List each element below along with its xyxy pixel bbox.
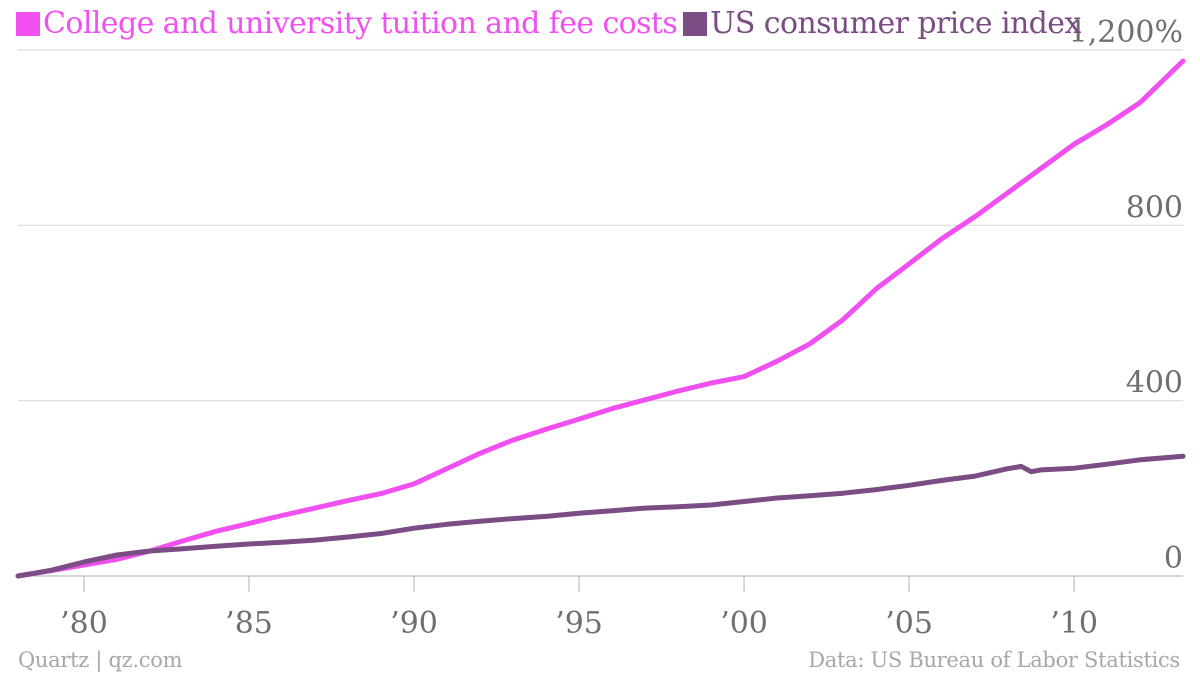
x-axis-ticks: ’80 ’85 ’90 ’95 ’00 ’05 ’10 [60, 576, 1098, 641]
y-tick-label: 400 [1126, 366, 1183, 401]
x-tick-label: ’05 [885, 606, 933, 641]
y-tick-label: 1,200% [1069, 15, 1183, 50]
legend-item-cpi: US consumer price index [683, 6, 1081, 41]
x-tick-label: ’85 [225, 606, 273, 641]
x-tick-label: ’90 [390, 606, 438, 641]
legend-item-tuition: College and university tuition and fee c… [16, 6, 678, 41]
series-line-cpi [15, 453, 1186, 579]
legend-swatch-cpi [683, 11, 708, 36]
legend-swatch-tuition [16, 11, 40, 36]
series-lines [15, 58, 1186, 579]
x-tick-label: ’10 [1050, 606, 1098, 641]
y-axis-ticks: 0 400 800 1,200% [1069, 15, 1183, 576]
source-credit: Quartz | qz.com [18, 648, 183, 672]
y-tick-label: 800 [1126, 190, 1183, 225]
legend-label-tuition: College and university tuition and fee c… [43, 6, 678, 41]
grid-lines [18, 49, 1183, 577]
y-tick-label: 0 [1164, 541, 1183, 576]
data-source: Data: US Bureau of Labor Statistics [808, 648, 1180, 672]
x-tick-label: ’95 [555, 606, 603, 641]
x-tick-label: ’00 [720, 606, 768, 641]
series-line-tuition [15, 58, 1186, 579]
legend-label-cpi: US consumer price index [710, 6, 1081, 41]
x-tick-label: ’80 [60, 606, 108, 641]
legend: College and university tuition and fee c… [16, 6, 1087, 41]
